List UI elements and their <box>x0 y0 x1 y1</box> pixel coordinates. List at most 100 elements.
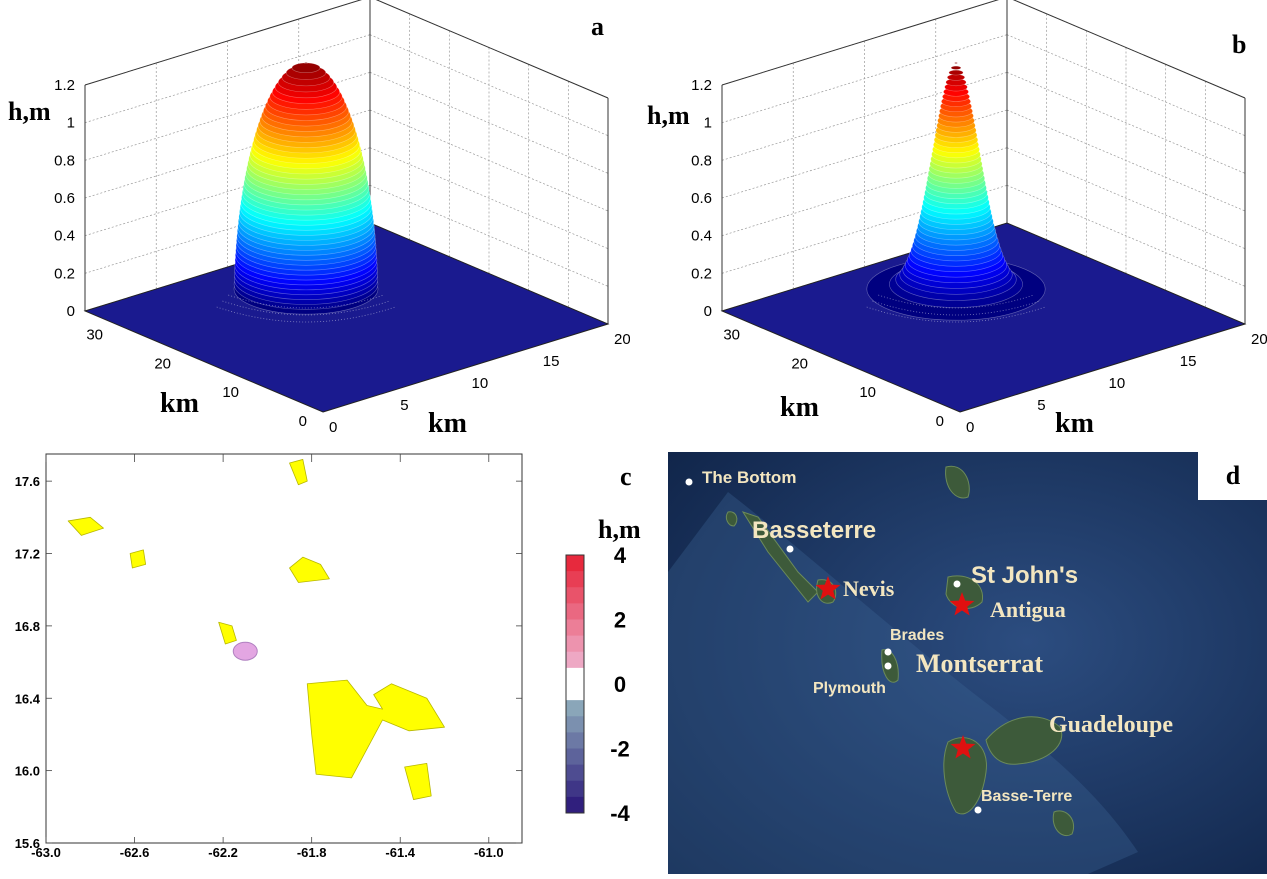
place-dot <box>953 580 961 588</box>
surface-slice <box>954 62 958 64</box>
colorbar-cell <box>566 571 584 588</box>
seabed-shade <box>668 492 1138 874</box>
colorbar-cell <box>566 667 584 685</box>
colorbar-cell <box>566 651 584 669</box>
epicenter-star-antigua <box>949 592 975 616</box>
wave-source-map: -63.0 -62.6 -62.2 -61.8 -61.4 -61.0 17.6 17.2 16… <box>15 453 641 860</box>
x-tick-label: -61.4 <box>385 845 415 860</box>
grid-line <box>1006 147 1246 249</box>
panel-b: 0 0.2 0.4 0.6 0.8 1 1.2 0 5 10 15 20 0 10 20 30 h,m km km … <box>637 0 1267 440</box>
island-barbuda <box>945 465 970 499</box>
x-tick-label: 15 <box>543 353 560 370</box>
y-tick-label: 20 <box>154 355 171 372</box>
epicenter-star-nevis <box>815 576 841 600</box>
epicenter-star-guadeloupe <box>950 735 976 759</box>
x-tick-label: 10 <box>1109 375 1126 392</box>
letter-box <box>1198 452 1267 500</box>
island <box>404 762 432 800</box>
wave-source <box>232 641 258 661</box>
y-tick-label: 15.6 <box>15 836 40 851</box>
grid-line <box>1006 72 1246 174</box>
y-tick-label: 10 <box>859 384 876 401</box>
place-dot <box>884 648 892 656</box>
panel-letter-a: a <box>591 12 604 41</box>
island-grande-terre <box>985 716 1063 765</box>
x-tick-label: -62.2 <box>208 845 238 860</box>
y-tick-label: 10 <box>222 384 239 401</box>
place-label-brades: Brades <box>890 627 944 644</box>
y-tick-label: 17.2 <box>15 547 40 562</box>
satellite-map: d The Bottom Basseterre Nevis St John's Antig… <box>668 452 1267 874</box>
wave-ripple <box>228 294 384 309</box>
panel-c: -63.0 -62.6 -62.2 -61.8 -61.4 -61.0 17.6 17.2 16… <box>0 440 660 874</box>
y-tick-label: 16.0 <box>15 764 40 779</box>
colorbar-cell <box>566 796 584 814</box>
grid-line <box>369 72 609 174</box>
colorbar-cell <box>566 700 584 717</box>
surface-plot-a: 0 0.2 0.4 0.6 0.8 1 1.2 0 5 10 15 20 0 10 20 30 h,m km km <box>8 0 631 439</box>
colorbar-tick-label: 2 <box>614 608 626 633</box>
y-axis-label: km <box>780 392 819 423</box>
place-label-nevis: Nevis <box>843 576 895 601</box>
island <box>289 459 308 486</box>
panel-letter-b: b <box>1232 30 1247 59</box>
colorbar-cell <box>566 764 584 782</box>
y-tick-label: 30 <box>86 326 103 343</box>
surface-slice <box>948 69 964 76</box>
z-tick-label: 0 <box>704 303 712 320</box>
island <box>67 516 104 536</box>
place-label-plymouth: Plymouth <box>813 680 886 697</box>
x-tick-label: 20 <box>614 331 630 348</box>
island <box>306 679 445 779</box>
axis-edge <box>375 0 609 99</box>
colorbar-cell <box>566 555 584 572</box>
colorbar-cell <box>566 635 584 653</box>
z-tick-label: 0 <box>67 303 75 320</box>
surface-slice <box>950 65 962 70</box>
colorbar-cell <box>566 732 584 749</box>
x-tick-label: -63.0 <box>31 845 61 860</box>
wave-ripple <box>866 306 1046 323</box>
z-axis-label: h,m <box>8 97 51 126</box>
island-basse-terre <box>943 737 987 815</box>
surface-mound <box>233 62 379 315</box>
x-tick-label: 5 <box>1037 397 1045 414</box>
place-dot <box>685 478 693 486</box>
colorbar-tick-label: -4 <box>610 801 630 826</box>
surface-mound <box>866 62 1046 321</box>
place-dot <box>884 662 892 670</box>
colorbar-cell <box>566 748 584 766</box>
z-tick-label: 1 <box>704 115 712 132</box>
z-tick-label: 1.2 <box>691 77 712 94</box>
place-label-guadeloupe: Guadeloupe <box>1049 712 1173 738</box>
place-label-the-bottom: The Bottom <box>702 468 796 487</box>
panel-letter-d: d <box>1226 461 1241 490</box>
plot-area <box>45 453 523 844</box>
place-label-montserrat: Montserrat <box>916 649 1043 678</box>
x-axis-label: km <box>1055 408 1094 439</box>
x-axis-label: km <box>428 408 467 439</box>
y-tick-label: 20 <box>791 355 808 372</box>
axis-edge <box>721 0 999 86</box>
z-tick-label: 1 <box>67 115 75 132</box>
x-tick-label: -61.0 <box>474 845 504 860</box>
colorbar-cell <box>566 619 584 637</box>
x-tick-label: 10 <box>472 375 489 392</box>
z-tick-label: 0.2 <box>691 265 712 282</box>
colorbar-frame <box>565 554 585 814</box>
colorbar-label: h,m <box>598 515 641 544</box>
axis-edge <box>1012 0 1246 99</box>
wave-ripple <box>878 294 1034 309</box>
wave-ripple <box>216 306 396 323</box>
island <box>289 556 330 583</box>
place-label-st-johns: St John's <box>971 562 1078 589</box>
surface-slice <box>304 62 308 64</box>
colorbar-cell <box>566 716 584 733</box>
island <box>218 621 237 645</box>
axis-edge <box>84 0 362 86</box>
x-tick-label: -62.6 <box>120 845 150 860</box>
x-tick-label: 0 <box>329 419 337 436</box>
z-tick-label: 0.4 <box>54 228 75 245</box>
place-label-antigua: Antigua <box>990 597 1066 622</box>
y-tick-label: 16.8 <box>15 619 40 634</box>
